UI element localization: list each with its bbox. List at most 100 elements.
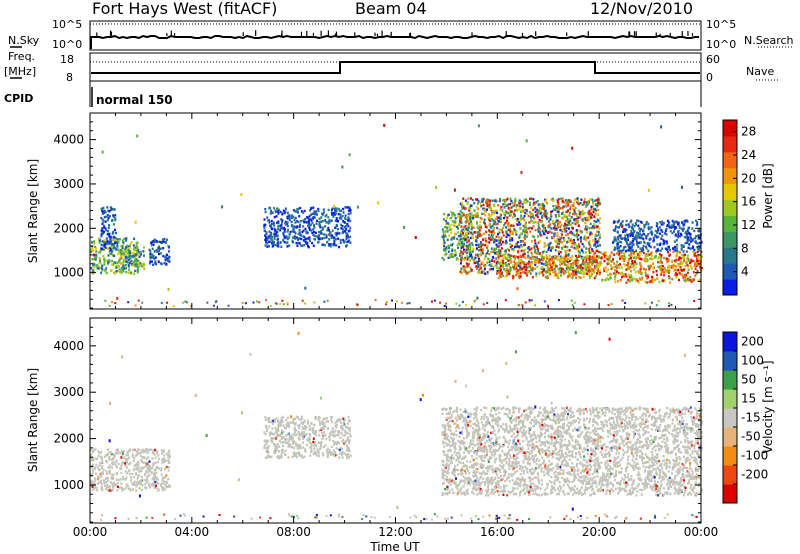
scatter-cell [121,453,124,456]
scatter-cell [461,233,464,236]
scatter-cell [589,276,591,279]
scatter-cell [125,486,128,489]
scatter-cell [552,208,555,211]
scatter-cell [485,230,488,234]
scatter-cell [583,200,586,203]
scatter-cell [509,206,512,210]
scatter-cell [656,257,659,260]
scatter-cell [335,420,338,423]
scatter-cell [161,238,164,241]
freq-label-line1: Freq. [8,50,35,63]
scatter-cell [110,242,113,245]
scatter-cell [135,251,138,254]
scatter-cell [124,464,127,468]
scatter-cell [266,216,269,219]
scatter-cell [116,465,118,469]
scatter-cell [113,244,115,247]
scatter-cell [666,224,669,228]
scatter-cell [464,207,467,210]
scatter-cell [466,254,469,258]
scatter-cell [348,439,351,442]
scatter-cell [270,224,272,227]
scatter-cell [507,253,510,257]
scatter-cell [625,223,628,227]
scatter-cell [328,435,331,439]
scatter-cell [474,231,477,234]
scatter-cell [631,226,634,229]
scatter-cell [699,234,701,237]
scatter-cell [316,448,319,451]
scatter-cell [338,456,341,459]
scatter-cell [319,224,321,227]
scatter-cell [494,199,497,203]
scatter-cell [675,254,678,257]
scatter-cell [93,240,96,243]
scatter-cell [691,246,694,250]
scatter-cell [588,272,591,276]
scatter-cell [166,257,169,260]
scatter-cell [298,225,301,229]
scatter-cell [133,456,136,460]
scatter-cell [127,463,130,466]
scatter-cell [325,213,328,217]
scatter-cell [136,268,139,271]
scatter-cell [268,420,271,424]
scatter-cell [101,465,104,468]
scatter-cell [270,231,273,235]
scatter-cell [639,228,642,231]
scatter-cell [535,244,538,247]
scatter-cell [288,244,291,247]
scatter-cell [593,226,596,230]
scatter-cell [464,220,467,223]
scatter-cell [484,263,487,267]
scatter-cell [678,226,681,230]
scatter-cell [168,257,171,260]
scatter-cell [303,455,306,458]
scatter-cell [100,229,103,232]
scatter-cell [515,209,518,212]
scatter-cell [651,278,654,281]
scatter-cell [497,239,500,242]
scatter-cell [504,255,506,258]
scatter-cell [472,217,475,220]
scatter-cell [314,433,317,437]
scatter-cell [347,240,349,243]
scatter-cell [643,224,646,227]
scatter-cell [523,234,526,237]
scatter-cell [519,205,522,208]
scatter-cell [114,272,117,275]
scatter-cell [323,300,326,303]
scatter-cell [164,484,167,487]
scatter-cell [140,454,142,458]
freq-tick-top: 18 [60,53,74,66]
scatter-cell [569,217,572,221]
scatter-cell [483,232,486,235]
scatter-cell [551,256,554,259]
scatter-cell [570,230,573,233]
scatter-cell [471,256,474,259]
scatter-cell [100,243,103,247]
scatter-cell [490,236,493,239]
scatter-cell [111,232,114,235]
scatter-cell [509,261,512,264]
scatter-cell [168,456,171,459]
scatter-cell [652,238,655,242]
scatter-cell [571,226,574,229]
scatter-cell [271,422,274,426]
scatter-cell [121,489,124,492]
scatter-cell [550,267,553,271]
scatter-cell [459,210,462,213]
scatter-cell [459,249,462,252]
scatter-cell [298,231,301,235]
scatter-cell [521,270,524,274]
scatter-cell [663,279,666,282]
scatter-cell [122,261,125,265]
scatter-cell [310,448,313,451]
scatter-cell [697,256,700,259]
scatter-cell [154,260,157,263]
scatter-cell [313,216,316,219]
scatter-cell [519,275,522,278]
scatter-cell [448,234,451,237]
scatter-cell [618,249,621,252]
scatter-cell [284,220,287,224]
